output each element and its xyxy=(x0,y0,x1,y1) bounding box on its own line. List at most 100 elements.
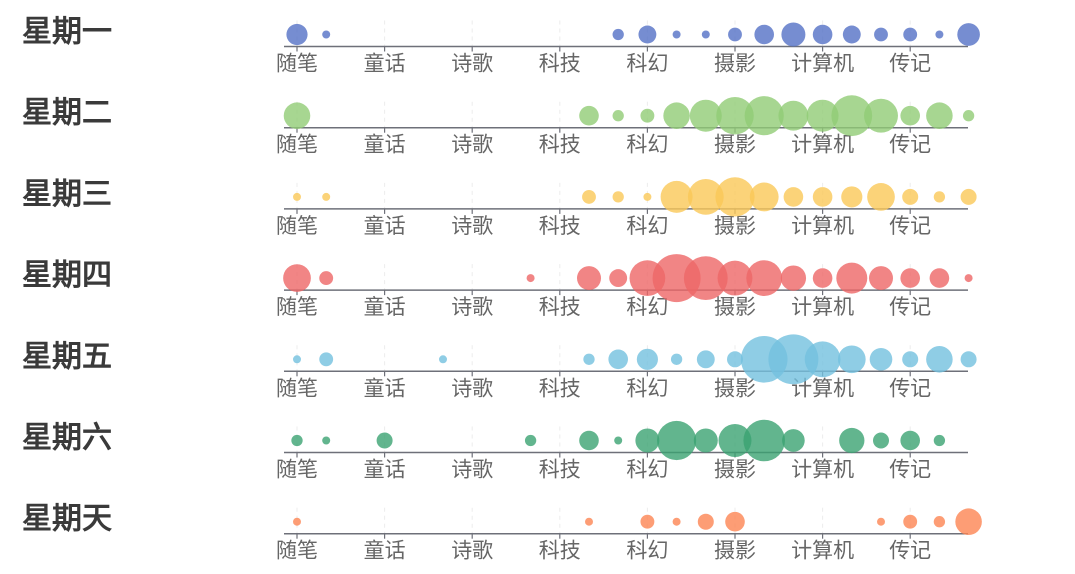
bubble-point[interactable] xyxy=(778,100,809,131)
bubble-point[interactable] xyxy=(717,260,753,296)
bubble-point[interactable] xyxy=(964,274,973,283)
bubble-point[interactable] xyxy=(900,430,920,451)
bubble-point[interactable] xyxy=(903,27,918,42)
bubble-point[interactable] xyxy=(693,428,718,453)
bubble-point[interactable] xyxy=(585,517,593,526)
bubble-point[interactable] xyxy=(612,28,624,41)
bubble-point[interactable] xyxy=(283,102,311,129)
bubble-point[interactable] xyxy=(319,271,334,286)
bubble-point[interactable] xyxy=(902,351,919,368)
bubble-point[interactable] xyxy=(933,191,946,203)
bubble-point[interactable] xyxy=(612,191,624,203)
bubble-point[interactable] xyxy=(670,353,683,365)
bubble-point[interactable] xyxy=(900,268,920,288)
bubble-point[interactable] xyxy=(663,102,690,129)
bubble-point[interactable] xyxy=(877,517,885,526)
bubble-point[interactable] xyxy=(806,99,839,132)
bubble-point[interactable] xyxy=(643,192,652,201)
bubble-point[interactable] xyxy=(933,434,946,447)
bubble-point[interactable] xyxy=(291,434,303,447)
bubble-point[interactable] xyxy=(926,102,953,129)
bubble-point[interactable] xyxy=(286,23,308,46)
bubble-point[interactable] xyxy=(672,517,681,526)
bubble-point[interactable] xyxy=(609,269,628,288)
bubble-point[interactable] xyxy=(322,436,331,445)
bubble-point[interactable] xyxy=(812,268,833,288)
bubble-point[interactable] xyxy=(962,110,975,122)
bubble-point[interactable] xyxy=(696,350,715,369)
bubble-point[interactable] xyxy=(812,187,833,207)
bubble-point[interactable] xyxy=(749,182,779,212)
bubble-point[interactable] xyxy=(873,432,889,449)
bubble-point[interactable] xyxy=(376,432,393,449)
bubble-point[interactable] xyxy=(635,428,660,453)
bubble-point[interactable] xyxy=(783,187,804,207)
bubble-point[interactable] xyxy=(743,419,785,462)
bubble-point[interactable] xyxy=(687,179,724,215)
bubble-point[interactable] xyxy=(869,266,893,291)
bubble-point[interactable] xyxy=(608,349,628,370)
bubble-point[interactable] xyxy=(900,105,920,126)
bubble-point[interactable] xyxy=(874,27,888,42)
bubble-point[interactable] xyxy=(768,334,819,385)
bubble-point[interactable] xyxy=(831,95,873,137)
bubble-point[interactable] xyxy=(640,108,655,123)
bubble-point[interactable] xyxy=(683,256,728,301)
bubble-point[interactable] xyxy=(812,24,833,45)
bubble-point[interactable] xyxy=(583,353,595,365)
bubble-point[interactable] xyxy=(727,351,743,368)
bubble-point[interactable] xyxy=(582,189,596,204)
bubble-point[interactable] xyxy=(283,264,311,292)
bubble-point[interactable] xyxy=(869,347,893,371)
bubble-point[interactable] xyxy=(746,260,783,296)
bubble-point[interactable] xyxy=(960,188,977,205)
bubble-point[interactable] xyxy=(636,348,658,370)
bubble-point[interactable] xyxy=(957,23,980,46)
bubble-point[interactable] xyxy=(781,22,806,47)
bubble-point[interactable] xyxy=(718,424,752,457)
bubble-point[interactable] xyxy=(293,517,301,526)
bubble-point[interactable] xyxy=(955,508,982,535)
bubble-point[interactable] xyxy=(660,180,693,213)
bubble-point[interactable] xyxy=(836,262,868,294)
bubble-point[interactable] xyxy=(319,352,334,367)
bubble-point[interactable] xyxy=(689,99,722,132)
bubble-point[interactable] xyxy=(841,186,863,208)
bubble-point[interactable] xyxy=(839,427,865,454)
bubble-point[interactable] xyxy=(524,434,537,447)
bubble-point[interactable] xyxy=(929,268,950,288)
bubble-point[interactable] xyxy=(612,110,624,122)
bubble-point[interactable] xyxy=(864,98,898,133)
bubble-point[interactable] xyxy=(672,30,681,39)
bubble-point[interactable] xyxy=(935,30,944,39)
bubble-point[interactable] xyxy=(867,183,895,211)
bubble-point[interactable] xyxy=(903,514,918,529)
bubble-point[interactable] xyxy=(728,27,742,42)
bubble-point[interactable] xyxy=(579,105,599,126)
bubble-point[interactable] xyxy=(657,420,697,461)
bubble-point[interactable] xyxy=(842,25,861,44)
bubble-point[interactable] xyxy=(754,24,774,45)
bubble-point[interactable] xyxy=(782,429,805,452)
bubble-point[interactable] xyxy=(322,30,331,39)
bubble-point[interactable] xyxy=(640,514,655,529)
bubble-point[interactable] xyxy=(293,355,301,364)
bubble-point[interactable] xyxy=(293,192,301,201)
bubble-point[interactable] xyxy=(526,274,535,283)
bubble-point[interactable] xyxy=(780,265,807,291)
bubble-point[interactable] xyxy=(804,341,841,378)
bubble-point[interactable] xyxy=(715,177,755,217)
bubble-point[interactable] xyxy=(902,188,919,205)
bubble-point[interactable] xyxy=(697,513,714,530)
bubble-point[interactable] xyxy=(926,346,953,373)
bubble-point[interactable] xyxy=(439,355,447,364)
bubble-point[interactable] xyxy=(322,192,331,201)
bubble-point[interactable] xyxy=(614,436,623,445)
bubble-point[interactable] xyxy=(579,430,599,451)
bubble-point[interactable] xyxy=(701,30,710,39)
bubble-point[interactable] xyxy=(725,511,745,532)
bubble-point[interactable] xyxy=(837,345,866,374)
bubble-point[interactable] xyxy=(577,266,601,291)
bubble-point[interactable] xyxy=(638,25,657,44)
bubble-point[interactable] xyxy=(933,516,946,528)
